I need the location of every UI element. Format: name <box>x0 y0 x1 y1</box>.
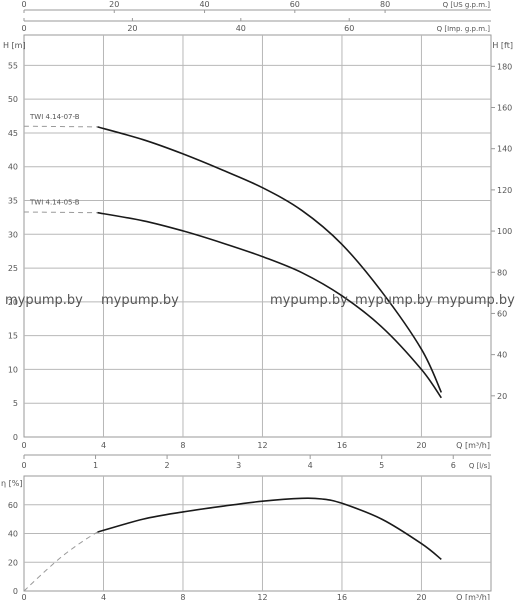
y-tick-label-right: 60 <box>497 309 507 318</box>
watermark-text: mypump.by <box>437 293 515 308</box>
y-tick-label-right: 160 <box>497 104 512 113</box>
y-tick-label-right: 40 <box>497 351 507 360</box>
y-tick-label-left: 20 <box>8 298 18 307</box>
top-tick-label-imp: 0 <box>21 24 26 33</box>
x-tick-label: 20 <box>416 593 426 600</box>
watermark-text: mypump.by <box>101 293 179 308</box>
y-tick-label-left: 45 <box>8 129 18 138</box>
top-tick-label-us: 20 <box>109 0 119 9</box>
top-axis-label-imp: Q [Imp. g.p.m.] <box>437 25 491 33</box>
top-tick-label-us: 40 <box>199 0 209 9</box>
x-tick-label: 0 <box>21 441 26 450</box>
top-tick-label-ls: 0 <box>21 461 26 470</box>
top-tick-label-us: 0 <box>21 0 26 9</box>
y-tick-label-right: 180 <box>497 62 512 71</box>
series-line <box>97 126 443 393</box>
y-tick-label: 60 <box>8 501 18 510</box>
y-axis-label: η [%] <box>1 479 22 488</box>
x-tick-label: 4 <box>101 593 106 600</box>
x-tick-label: 16 <box>337 593 347 600</box>
y-tick-label-left: 50 <box>8 95 18 104</box>
y-tick-label-left: 25 <box>8 264 18 273</box>
series-label: TWI 4.14-07-B <box>29 113 80 121</box>
x-axis-label: Q [m³/h] <box>456 593 490 600</box>
x-tick-label: 4 <box>101 441 106 450</box>
y-tick-label-left: 10 <box>8 365 18 374</box>
x-tick-label: 8 <box>180 441 185 450</box>
watermark-text: mypump.by <box>355 293 433 308</box>
series-dashed-extension <box>23 211 98 214</box>
x-tick-label: 12 <box>257 593 267 600</box>
x-tick-label: 0 <box>21 593 26 600</box>
series-dashed-extension <box>23 531 98 592</box>
y-axis-label-right: H [ft] <box>492 41 513 50</box>
y-tick-label-left: 35 <box>8 197 18 206</box>
y-tick-label-left: 0 <box>13 433 18 442</box>
x-tick-label: 8 <box>180 593 185 600</box>
y-tick-label-left: 5 <box>13 399 18 408</box>
y-tick-label: 40 <box>8 530 18 539</box>
y-tick-label: 20 <box>8 558 18 567</box>
series-label: TWI 4.14-05-B <box>29 199 80 207</box>
watermark-text: mypump.by <box>270 293 348 308</box>
y-tick-label: 0 <box>13 587 18 596</box>
series-line <box>97 211 442 399</box>
y-tick-label-left: 55 <box>8 61 18 70</box>
top-tick-label-ls: 1 <box>93 461 98 470</box>
y-tick-label-right: 140 <box>497 145 512 154</box>
head-chart: 0 4 8 12 16 20 Q [m³/h] 0 5 10 15 20 25 30 35 40 45 50 55 H… <box>3 0 515 450</box>
y-tick-label-right: 100 <box>497 227 512 236</box>
x-axis-label: Q [m³/h] <box>456 441 490 450</box>
top-tick-label-ls: 6 <box>451 461 456 470</box>
y-tick-label-right: 120 <box>497 186 512 195</box>
top-tick-label-ls: 3 <box>236 461 241 470</box>
watermark-text: mypump.by <box>5 293 83 308</box>
top-tick-label-ls: 4 <box>308 461 313 470</box>
y-tick-label-right: 80 <box>497 268 507 277</box>
top-tick-label-ls: 2 <box>165 461 170 470</box>
series-line <box>97 497 442 561</box>
x-tick-label: 20 <box>416 441 426 450</box>
top-tick-label-imp: 60 <box>344 24 354 33</box>
y-tick-label-left: 15 <box>8 332 18 341</box>
x-tick-label: 12 <box>257 441 267 450</box>
top-tick-label-imp: 20 <box>127 24 137 33</box>
series-dashed-extension <box>23 125 98 128</box>
x-tick-label: 16 <box>337 441 347 450</box>
plot-frame <box>23 34 492 438</box>
top-tick-label-us: 80 <box>380 0 390 9</box>
y-axis-label-left: H [m] <box>3 41 26 50</box>
top-axis-label-ls: Q [l/s] <box>469 462 490 470</box>
top-axis-label-us: Q [US g.p.m.] <box>443 1 491 9</box>
top-tick-label-us: 60 <box>290 0 300 9</box>
y-tick-label-right: 20 <box>497 392 507 401</box>
y-tick-label-left: 30 <box>8 230 18 239</box>
top-tick-label-imp: 40 <box>236 24 246 33</box>
top-tick-label-ls: 5 <box>379 461 384 470</box>
y-tick-label-left: 40 <box>8 163 18 172</box>
